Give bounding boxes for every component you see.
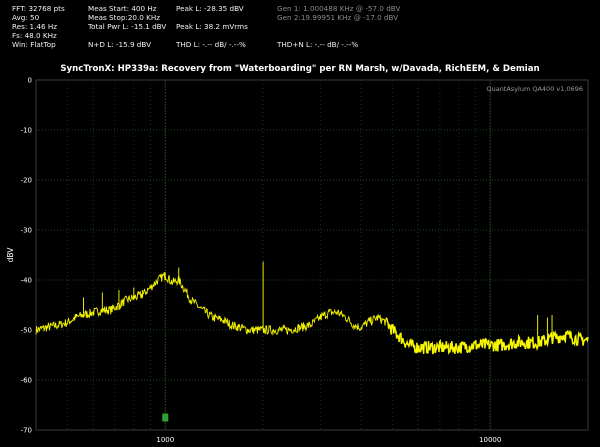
y-tick-label: 0 <box>28 77 32 85</box>
y-tick-label: -40 <box>21 277 32 285</box>
watermark-label: QuantAsylum QA400 v1.0696 <box>486 85 583 93</box>
fft-size-readout: FFT: 32768 pts <box>12 4 65 13</box>
total-power-readout: Total Pwr L: -15.1 dBV <box>88 22 167 31</box>
meas-start-readout: Meas Start: 400 Hz <box>88 4 157 13</box>
resolution-readout: Res: 1.46 Hz <box>12 22 58 31</box>
y-tick-label: -50 <box>21 327 32 335</box>
thd-readout: THD L: -.-- dB/ -.--% <box>176 40 246 49</box>
y-tick-label: -70 <box>21 427 32 435</box>
sample-rate-readout: Fs: 48.0 KHz <box>12 31 57 40</box>
generator-2-readout: Gen 2:19.99951 KHz @ -17.0 dBV <box>277 13 399 22</box>
x-tick-label: 10000 <box>479 436 501 444</box>
noise-distortion-readout: N+D L: -15.9 dBV <box>88 40 151 49</box>
peak-dbv-readout: Peak L: -28.35 dBV <box>176 4 244 13</box>
spectrum-trace <box>35 272 589 355</box>
spectrum-trace-hf <box>386 318 589 356</box>
frequency-marker <box>162 413 169 422</box>
thd-plus-n-readout: THD+N L: -.-- dB/ -.--% <box>277 40 359 49</box>
y-axis-label: dBV <box>6 247 15 263</box>
peak-mvrms-readout: Peak L: 38.2 mVrms <box>176 22 248 31</box>
y-tick-label: -30 <box>21 227 32 235</box>
meas-stop-readout: Meas Stop:20.0 KHz <box>88 13 160 22</box>
plot-frame <box>35 79 589 431</box>
y-tick-label: -10 <box>21 127 32 135</box>
chart-title: SyncTronX: HP339a: Recovery from "Waterb… <box>60 64 540 74</box>
generator-1-readout: Gen 1: 1.000488 KHz @ -57.0 dBV <box>277 4 401 13</box>
averages-readout: Avg: 50 <box>12 13 40 22</box>
y-tick-label: -60 <box>21 377 32 385</box>
x-tick-label: 1000 <box>156 436 174 444</box>
y-tick-label: -20 <box>21 177 32 185</box>
measurement-readout: FFT: 32768 pts Avg: 50 Res: 1.46 Hz Fs: … <box>0 0 600 62</box>
window-readout: Win: FlatTop <box>12 40 56 49</box>
